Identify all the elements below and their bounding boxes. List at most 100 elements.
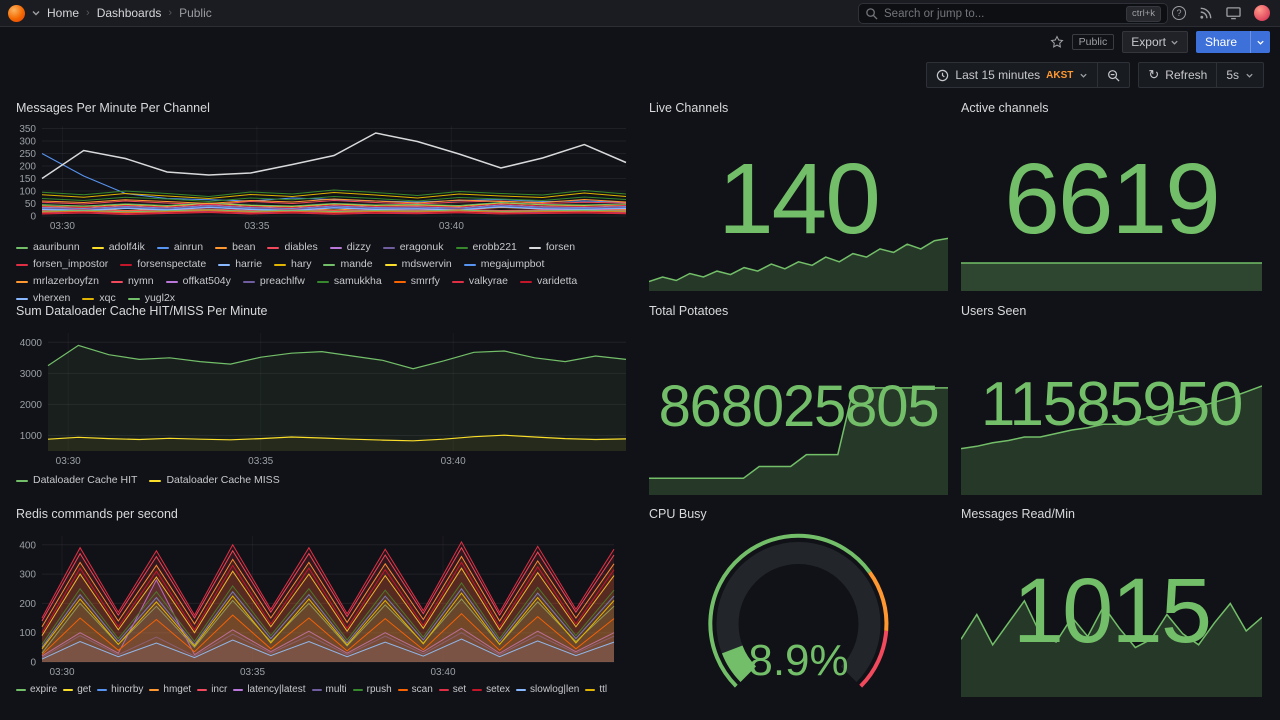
legend-item[interactable]: nymn <box>110 274 154 289</box>
svg-text:200: 200 <box>19 162 36 173</box>
panel-active-channels: Active channels 6619 <box>961 94 1262 294</box>
legend-item[interactable]: harrie <box>218 257 262 272</box>
legend-item[interactable]: scan <box>397 682 433 697</box>
svg-text:350: 350 <box>19 124 36 135</box>
legend-item[interactable]: megajumpbot <box>463 257 544 272</box>
legend-item[interactable]: hary <box>274 257 311 272</box>
breadcrumb-current: Public <box>179 6 212 20</box>
panel-title[interactable]: Messages Read/Min <box>961 507 1075 521</box>
legend-item[interactable]: mdswervin <box>384 257 452 272</box>
search-input[interactable]: Search or jump to... ctrl+k <box>858 3 1168 24</box>
search-placeholder: Search or jump to... <box>884 7 985 20</box>
legend-item[interactable]: hmget <box>149 682 191 697</box>
active-channels-sparkline[interactable] <box>961 262 1262 291</box>
legend-item[interactable]: Dataloader Cache MISS <box>149 473 280 488</box>
legend-item[interactable]: yugl2x <box>127 291 175 306</box>
legend-item[interactable]: set <box>438 682 466 697</box>
nav-icons: ? <box>1172 0 1270 26</box>
legend-item[interactable]: offkat504y <box>165 274 231 289</box>
user-avatar[interactable] <box>1254 5 1270 21</box>
legend-item[interactable]: multi <box>311 682 347 697</box>
cpu-gauge[interactable] <box>649 520 948 712</box>
legend-item[interactable]: vherxen <box>16 291 70 306</box>
panel-title[interactable]: Sum Dataloader Cache HIT/MISS Per Minute <box>16 304 268 318</box>
legend-item[interactable]: slowlog|len <box>516 682 579 697</box>
legend-item[interactable]: incr <box>197 682 227 697</box>
legend-item[interactable]: ttl <box>585 682 607 697</box>
live-channels-sparkline[interactable] <box>648 227 949 291</box>
time-range-picker[interactable]: Last 15 minutes AKST <box>926 62 1099 88</box>
legend-item[interactable]: bean <box>215 240 255 255</box>
panel-cpu-busy: CPU Busy 8.9% <box>649 500 948 712</box>
legend-item[interactable]: erobb221 <box>455 240 517 255</box>
news-rss-icon[interactable] <box>1199 6 1213 20</box>
breadcrumb-dashboards[interactable]: Dashboards <box>96 6 162 20</box>
svg-text:03:30: 03:30 <box>56 456 81 467</box>
legend-item[interactable]: mrlazerboyfzn <box>16 274 99 289</box>
refresh-interval-picker[interactable]: 5s <box>1216 62 1264 88</box>
legend-item[interactable]: get <box>63 682 91 697</box>
dataloader-chart[interactable]: 1000 2000 3000 4000 03:30 03:35 03:40 <box>16 327 628 467</box>
legend-item[interactable]: ainrun <box>156 240 203 255</box>
dashboard-tag-public[interactable]: Public <box>1071 34 1115 50</box>
svg-text:03:30: 03:30 <box>49 667 74 678</box>
legend-item[interactable]: varidetta <box>520 274 577 289</box>
legend-item[interactable]: rpush <box>352 682 392 697</box>
legend-item[interactable]: Dataloader Cache HIT <box>16 473 137 488</box>
svg-text:100: 100 <box>19 187 36 198</box>
total-potatoes-sparkline[interactable] <box>649 380 948 495</box>
shortcut-badge: ctrl+k <box>1126 5 1161 22</box>
chevron-down-icon <box>1245 71 1254 80</box>
export-button[interactable]: Export <box>1122 31 1188 53</box>
panel-title[interactable]: Active channels <box>961 101 1049 115</box>
messages-chart[interactable]: 0 50 100 150 200 250 300 350 03:30 03:35 03:40 <box>16 120 628 232</box>
grafana-logo[interactable] <box>8 4 25 22</box>
svg-text:2000: 2000 <box>20 400 43 411</box>
monitor-icon[interactable] <box>1226 6 1241 20</box>
users-seen-sparkline[interactable] <box>960 377 1263 495</box>
panel-title[interactable]: Messages Per Minute Per Channel <box>16 101 210 115</box>
legend-item[interactable]: mande <box>323 257 373 272</box>
messages-read-sparkline[interactable] <box>960 585 1263 697</box>
share-button[interactable]: Share <box>1195 31 1270 53</box>
legend-item[interactable]: hincrby <box>97 682 143 697</box>
panel-title[interactable]: Users Seen <box>961 304 1027 318</box>
legend-item[interactable]: smrrfy <box>393 274 440 289</box>
star-icon[interactable] <box>1050 35 1064 49</box>
zoom-out-button[interactable] <box>1097 62 1131 88</box>
panel-title[interactable]: Total Potatoes <box>649 304 729 318</box>
share-menu-chevron-icon[interactable] <box>1250 31 1270 53</box>
breadcrumb-home[interactable]: Home <box>47 6 80 20</box>
org-chevron-down-icon[interactable] <box>31 8 41 18</box>
panel-title[interactable]: Redis commands per second <box>16 507 178 521</box>
legend-item[interactable]: forsenspectate <box>120 257 206 272</box>
panel-title[interactable]: CPU Busy <box>649 507 707 521</box>
help-icon[interactable]: ? <box>1172 6 1186 20</box>
svg-text:100: 100 <box>19 628 36 639</box>
legend-item[interactable]: expire <box>16 682 57 697</box>
legend-item[interactable]: preachlfw <box>242 274 305 289</box>
refresh-button[interactable]: ↻ Refresh <box>1138 62 1218 88</box>
total-potatoes-value: 868025805 <box>658 374 940 439</box>
svg-text:4000: 4000 <box>20 338 43 349</box>
legend-item[interactable]: diables <box>267 240 318 255</box>
redis-chart[interactable]: 0 100 200 300 400 03:30 03:35 03:40 <box>16 530 616 678</box>
legend-item[interactable]: eragonuk <box>382 240 444 255</box>
legend-item[interactable]: setex <box>472 682 510 697</box>
svg-text:400: 400 <box>19 540 36 551</box>
refresh-interval-value: 5s <box>1226 68 1239 82</box>
legend-item[interactable]: samukkha <box>316 274 382 289</box>
legend-item[interactable]: forsen_impostor <box>16 257 108 272</box>
legend-item[interactable]: latency|latest <box>233 682 306 697</box>
cpu-busy-value: 8.9% <box>748 636 849 685</box>
legend-item[interactable]: xqc <box>82 291 116 306</box>
legend-item[interactable]: aauribunn <box>16 240 80 255</box>
panel-title[interactable]: Live Channels <box>649 101 729 115</box>
legend-item[interactable]: dizzy <box>329 240 371 255</box>
svg-text:03:30: 03:30 <box>50 221 75 232</box>
redis-legend: expire get hincrby hmget incr latency|latest m… <box>16 682 632 697</box>
legend-item[interactable]: valkyrae <box>451 274 508 289</box>
legend-item[interactable]: forsen <box>528 240 575 255</box>
legend-item[interactable]: adolf4ik <box>91 240 145 255</box>
